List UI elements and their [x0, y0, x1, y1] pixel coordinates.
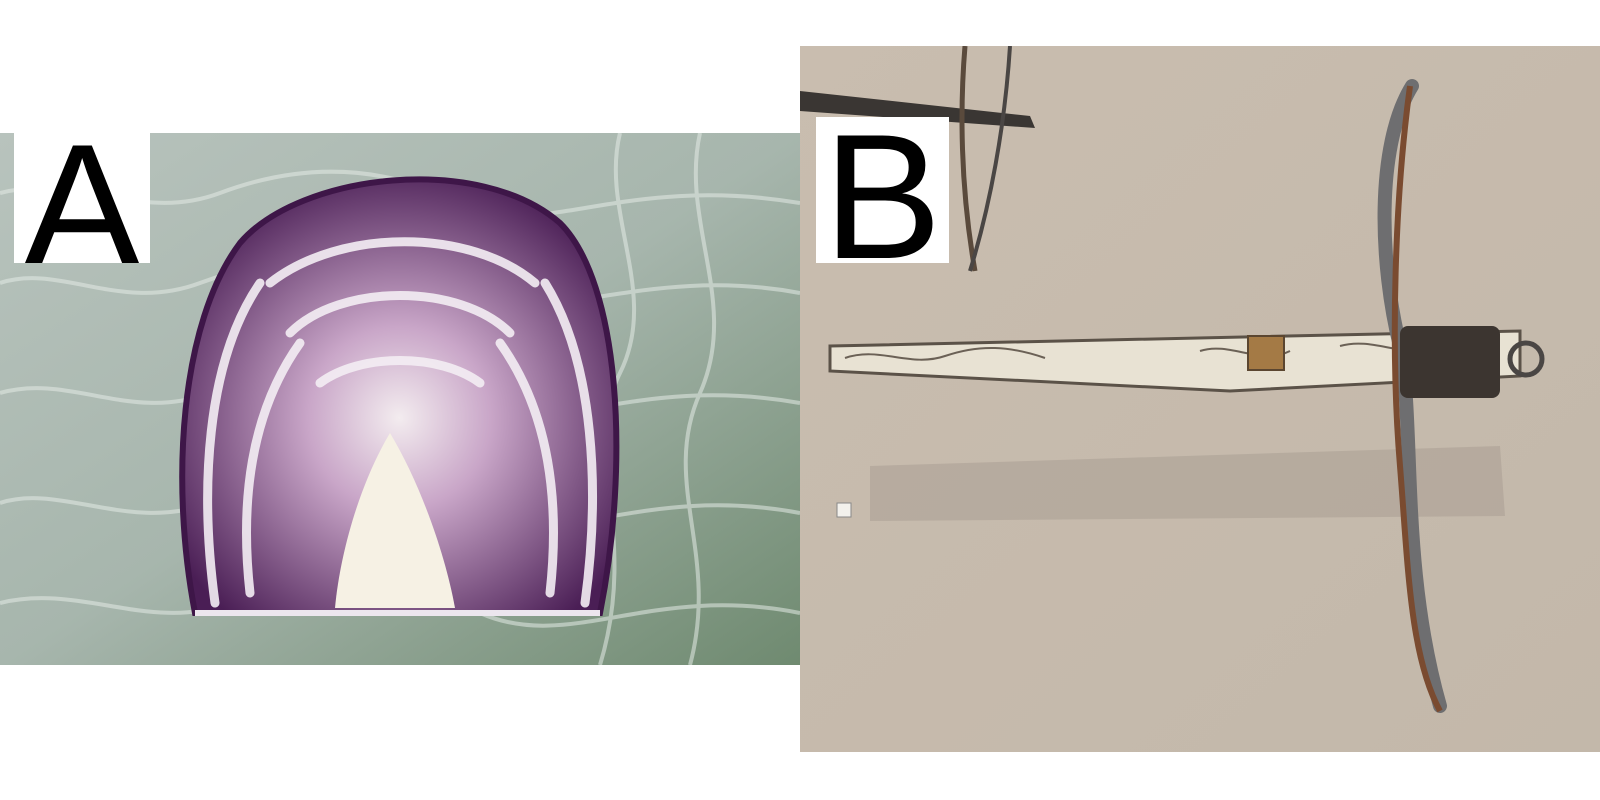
- panel-label-a: A: [14, 133, 150, 263]
- background-crossbow: [800, 46, 1035, 272]
- cabbage-photo: [0, 133, 800, 665]
- cabbage-leaf-veins: [203, 237, 597, 608]
- panel-label-b: B: [816, 117, 949, 263]
- bow-string: [1391, 85, 1443, 713]
- cabbage-core: [335, 433, 455, 608]
- bow-lashing: [1400, 326, 1500, 398]
- crossbow-shadow: [870, 446, 1505, 521]
- cabbage-half: [179, 176, 620, 616]
- panel-a-image: [0, 133, 800, 665]
- museum-tag: [836, 502, 852, 518]
- stirrup: [1507, 340, 1545, 378]
- trigger-nut-plate: [1247, 335, 1285, 371]
